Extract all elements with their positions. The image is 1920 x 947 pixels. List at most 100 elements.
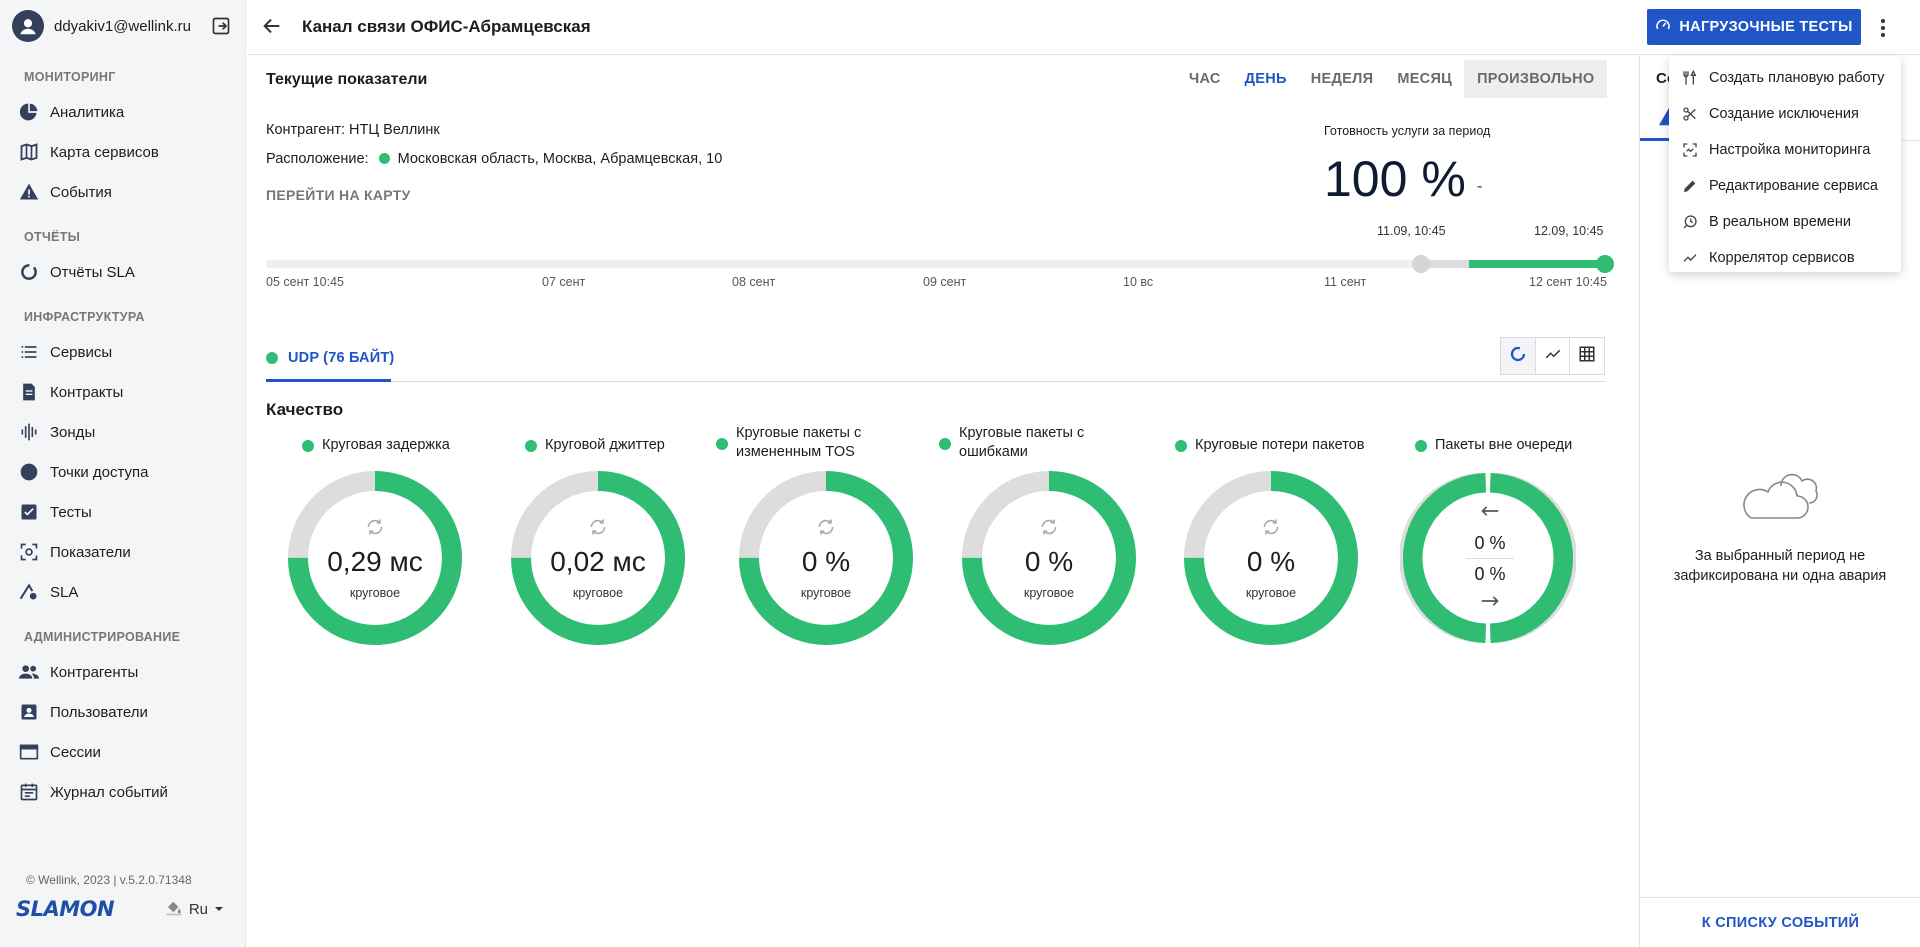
timeline-tick: 09 сент bbox=[923, 275, 967, 289]
gauge-title-text: Пакеты вне очереди bbox=[1435, 437, 1573, 453]
sidebar-item-counterparties[interactable]: Контрагенты bbox=[0, 652, 245, 692]
user-email: ddyakiv1@wellink.ru bbox=[54, 17, 191, 35]
timeline-tick: 11 сент bbox=[1324, 275, 1367, 289]
tab-week[interactable]: НЕДЕЛЯ bbox=[1310, 71, 1374, 87]
menu-item-create-exception[interactable]: Создание исключения bbox=[1669, 96, 1901, 132]
status-dot bbox=[1415, 440, 1427, 452]
tab-day[interactable]: ДЕНЬ bbox=[1244, 71, 1287, 87]
sidebar-item-analytics[interactable]: Аналитика bbox=[0, 92, 245, 132]
realtime-icon bbox=[1681, 213, 1699, 231]
copyright: © Wellink, 2023 | v.5.2.0.71348 bbox=[26, 873, 192, 887]
gauge-center: 0 % 0 % bbox=[1402, 470, 1578, 646]
sidebar-item-sla-reports[interactable]: Отчёты SLA bbox=[0, 252, 245, 292]
sidebar-item-label: Контракты bbox=[50, 383, 124, 401]
sidebar-item-label: Журнал событий bbox=[50, 783, 168, 801]
gauge-title-text: Круговые потери пакетов bbox=[1195, 437, 1365, 453]
sidebar-item-probes[interactable]: Зонды bbox=[0, 412, 245, 452]
location-status-dot bbox=[378, 152, 390, 164]
page-title: Канал связи ОФИС-Абрамцевская bbox=[302, 17, 591, 36]
sidebar-item-access-points[interactable]: Точки доступа bbox=[0, 452, 245, 492]
sidebar-item-label: Тесты bbox=[50, 503, 92, 521]
logout-icon[interactable] bbox=[209, 14, 233, 38]
gauge-ring bbox=[288, 471, 462, 645]
refresh-icon bbox=[1039, 517, 1059, 542]
sidebar-section-admin: АДМИНИСТРИРОВАНИЕ Контрагенты Пользовате… bbox=[0, 630, 245, 812]
sidebar-item-users[interactable]: Пользователи bbox=[0, 692, 245, 732]
document-icon bbox=[18, 381, 40, 403]
range-start-handle[interactable] bbox=[1412, 255, 1430, 273]
sidebar-item-indicators[interactable]: Показатели bbox=[0, 532, 245, 572]
gauge-center: 0,02 мс круговое bbox=[510, 470, 686, 646]
counterparty-info: Контрагент: НТЦ Веллинк bbox=[266, 122, 440, 138]
gauge-ring bbox=[962, 471, 1136, 645]
gauge-round-loss: Круговые потери пакетов 0 % круговое bbox=[1175, 432, 1398, 645]
arrow-right-icon bbox=[1480, 594, 1500, 613]
waveform-icon bbox=[18, 421, 40, 443]
gauge-center: 0 % круговое bbox=[738, 470, 914, 646]
menu-item-label: Настройка мониторинга bbox=[1709, 142, 1871, 158]
sidebar-item-contracts[interactable]: Контракты bbox=[0, 372, 245, 412]
sidebar-item-label: Сервисы bbox=[50, 343, 113, 361]
menu-item-edit-service[interactable]: Редактирование сервиса bbox=[1669, 168, 1901, 204]
circle-icon bbox=[18, 461, 40, 483]
sidebar-footer: © Wellink, 2023 | v.5.2.0.71348 SLAMON R… bbox=[0, 867, 246, 947]
back-arrow-icon[interactable] bbox=[261, 15, 285, 39]
sidebar-item-tests[interactable]: Тесты bbox=[0, 492, 245, 532]
gauge-title: Пакеты вне очереди bbox=[1415, 432, 1638, 472]
sidebar-item-sla[interactable]: SLA bbox=[0, 572, 245, 612]
sidebar-item-sessions[interactable]: Сессии bbox=[0, 732, 245, 772]
sidebar-item-event-log[interactable]: Журнал событий bbox=[0, 772, 245, 812]
more-vert-icon[interactable] bbox=[1875, 16, 1891, 40]
to-events-list-link[interactable]: К СПИСКУ СОБЫТИЙ bbox=[1701, 914, 1860, 931]
range-end-handle[interactable] bbox=[1596, 255, 1614, 273]
warning-icon bbox=[18, 181, 40, 203]
paint-bucket-icon bbox=[165, 898, 183, 920]
load-tests-button[interactable]: НАГРУЗОЧНЫЕ ТЕСТЫ bbox=[1647, 9, 1861, 45]
table-view-button[interactable] bbox=[1570, 338, 1604, 374]
timeline-track bbox=[266, 260, 1606, 268]
section-title: МОНИТОРИНГ bbox=[24, 70, 116, 84]
menu-item-service-correlator[interactable]: Коррелятор сервисов bbox=[1669, 240, 1901, 276]
sidebar-item-label: Отчёты SLA bbox=[50, 263, 135, 281]
gauge-view-button[interactable] bbox=[1501, 338, 1536, 374]
status-dot bbox=[525, 440, 537, 452]
sidebar-item-label: Показатели bbox=[50, 543, 131, 561]
go-to-map-link[interactable]: ПЕРЕЙТИ НА КАРТУ bbox=[266, 187, 411, 203]
sidebar-item-events[interactable]: События bbox=[0, 172, 245, 212]
gauge-title: Круговой джиттер bbox=[525, 432, 748, 472]
tab-custom[interactable]: ПРОИЗВОЛЬНО bbox=[1464, 60, 1608, 98]
scissors-icon bbox=[1681, 105, 1699, 123]
gauge-center: 0,29 мс круговое bbox=[287, 470, 463, 646]
sidebar-item-label: SLA bbox=[50, 583, 79, 601]
tab-udp[interactable]: UDP (76 БАЙТ) bbox=[266, 342, 394, 374]
gauge-sub: круговое bbox=[572, 585, 624, 600]
gauge-title-text: Круговые пакеты с ошибками bbox=[959, 425, 1085, 460]
tab-hour[interactable]: ЧАС bbox=[1189, 71, 1221, 87]
period-tabs: ЧАС ДЕНЬ НЕДЕЛЯ МЕСЯЦ ПРОИЗВОЛЬНО bbox=[1177, 60, 1608, 98]
tab-month[interactable]: МЕСЯЦ bbox=[1397, 71, 1453, 87]
range-start-label: 11.09, 10:45 bbox=[1377, 224, 1446, 238]
status-dot bbox=[266, 352, 278, 364]
user-row: ddyakiv1@wellink.ru bbox=[0, 0, 245, 52]
menu-item-realtime[interactable]: В реальном времени bbox=[1669, 204, 1901, 240]
gauge-title: Круговые пакеты с ошибками bbox=[939, 424, 1162, 464]
quality-title: Качество bbox=[266, 400, 344, 419]
chart-view-button[interactable] bbox=[1536, 338, 1571, 374]
avatar-icon[interactable] bbox=[12, 10, 44, 42]
sidebar-item-service-map[interactable]: Карта сервисов bbox=[0, 132, 245, 172]
no-alarms-text: За выбранный период не зафиксирована ни … bbox=[1673, 548, 1887, 584]
gauge-center: 0 % круговое bbox=[961, 470, 1137, 646]
gauge-round-delay: Круговая задержка 0,29 мс круговое bbox=[288, 432, 525, 645]
timeline-tick: 08 сент bbox=[732, 275, 776, 289]
refresh-icon bbox=[816, 517, 836, 542]
menu-item-label: Коррелятор сервисов bbox=[1709, 250, 1855, 266]
gauge-separator bbox=[1466, 557, 1514, 559]
language-label: Ru bbox=[188, 900, 208, 918]
gauge-ring bbox=[739, 471, 913, 645]
menu-item-create-planned-work[interactable]: Создать плановую работу bbox=[1669, 60, 1901, 96]
sidebar-item-services[interactable]: Сервисы bbox=[0, 332, 245, 372]
trend-icon bbox=[1544, 345, 1562, 368]
language-select[interactable]: Ru bbox=[165, 898, 224, 920]
menu-item-monitoring-settings[interactable]: Настройка мониторинга bbox=[1669, 132, 1901, 168]
speedometer-icon bbox=[1655, 17, 1671, 37]
